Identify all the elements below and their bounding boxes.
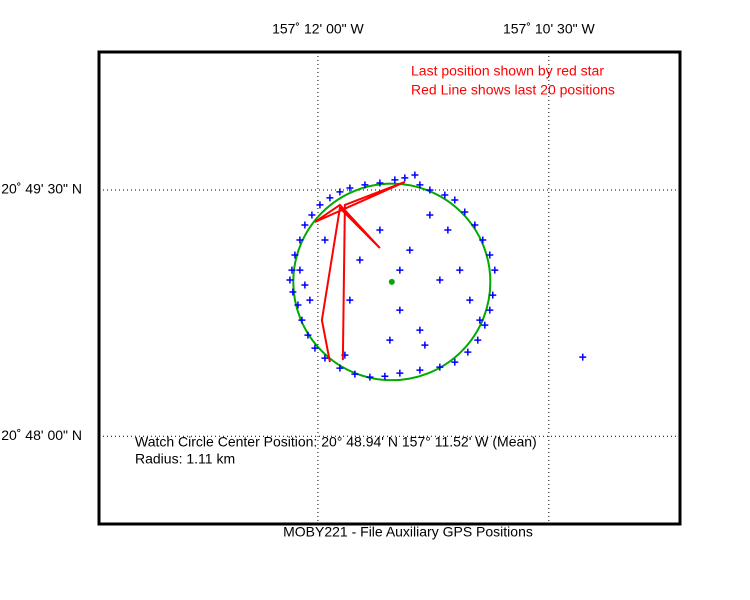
gps-position — [336, 188, 344, 196]
gps-position — [461, 208, 469, 216]
gps-position — [486, 251, 494, 259]
gps-position — [386, 336, 394, 344]
gps-position — [376, 179, 384, 187]
gps-position — [326, 194, 334, 202]
gps-position — [491, 266, 499, 274]
gps-position — [444, 226, 452, 234]
gps-position — [426, 186, 434, 194]
gps-position — [301, 281, 309, 289]
gps-position — [416, 326, 424, 334]
gps-position — [346, 184, 354, 192]
gps-position — [366, 373, 374, 381]
x-tick-label: 157˚ 12' 00" W — [272, 21, 364, 37]
gps-position — [311, 344, 319, 352]
gps-position — [396, 369, 404, 377]
gps-position — [286, 276, 294, 284]
gps-position — [471, 221, 479, 229]
gps-position — [441, 191, 449, 199]
gps-position — [288, 266, 296, 274]
gps-position — [476, 316, 484, 324]
gps-position — [396, 266, 404, 274]
gps-position — [316, 201, 324, 209]
gps-position — [479, 236, 487, 244]
gps-position — [304, 331, 312, 339]
y-tick-label: 20˚ 48' 00" N — [1, 427, 82, 443]
gps-position — [346, 296, 354, 304]
gps-position — [466, 296, 474, 304]
note: Watch Circle Center Position: 20° 48.94'… — [135, 434, 537, 450]
gps-position — [351, 370, 359, 378]
gps-position — [486, 306, 494, 314]
watch-circle — [292, 182, 492, 382]
gps-position — [416, 366, 424, 374]
gps-position — [356, 256, 364, 264]
gps-position — [406, 246, 414, 254]
y-tick-label: 20˚ 49' 30" N — [1, 181, 82, 197]
annotation: Red Line shows last 20 positions — [411, 82, 615, 98]
gps-position — [321, 236, 329, 244]
gps-position — [294, 301, 302, 309]
track-line — [314, 181, 406, 363]
gps-position — [396, 306, 404, 314]
gps-position — [416, 181, 424, 189]
gps-position — [336, 364, 344, 372]
chart-title: MOBY221 - File Auxiliary GPS Positions — [283, 524, 533, 540]
gps-position — [321, 354, 329, 362]
gps-position — [426, 211, 434, 219]
gps-position — [481, 321, 489, 329]
gps-position — [306, 296, 314, 304]
gps-position — [411, 171, 419, 179]
gps-position — [308, 211, 316, 219]
gps-position — [361, 181, 369, 189]
gps-position — [436, 276, 444, 284]
plot-frame — [97, 50, 682, 526]
gps-position — [421, 341, 429, 349]
gps-position — [301, 221, 309, 229]
gps-position — [298, 316, 306, 324]
gps-position — [391, 176, 399, 184]
annotation: Last position shown by red star — [411, 63, 604, 79]
gps-position — [451, 196, 459, 204]
gps-position — [451, 358, 459, 366]
gps-position — [291, 251, 299, 259]
gps-position — [489, 291, 497, 299]
gps-position — [289, 288, 297, 296]
gps-position — [296, 266, 304, 274]
gps-position — [381, 372, 389, 380]
gps-position — [464, 348, 472, 356]
note: Radius: 1.11 km — [135, 451, 235, 467]
gps-position — [579, 353, 587, 361]
gps-position — [456, 266, 464, 274]
gps-position — [296, 236, 304, 244]
gps-position — [376, 226, 384, 234]
gps-position — [401, 174, 409, 182]
gps-position — [474, 336, 482, 344]
gps-position — [436, 363, 444, 371]
x-tick-label: 157˚ 10' 30" W — [503, 21, 595, 37]
watch-center — [388, 278, 395, 285]
